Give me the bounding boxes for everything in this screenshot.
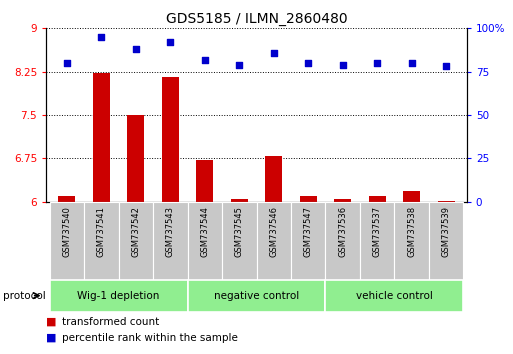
Text: GSM737541: GSM737541 — [97, 206, 106, 257]
Bar — [188, 280, 325, 312]
Text: GSM737538: GSM737538 — [407, 206, 416, 257]
Bar — [84, 202, 119, 280]
Bar — [58, 196, 75, 202]
Bar — [300, 196, 317, 202]
Point — [166, 39, 174, 45]
Text: GSM737537: GSM737537 — [372, 206, 382, 257]
Bar — [325, 202, 360, 280]
Bar — [153, 202, 188, 280]
Text: GSM737539: GSM737539 — [442, 206, 450, 257]
Bar — [50, 202, 84, 280]
Text: protocol: protocol — [3, 291, 45, 301]
Point — [339, 62, 347, 68]
Bar — [265, 155, 282, 202]
Bar — [438, 201, 455, 202]
Text: GSM737544: GSM737544 — [200, 206, 209, 257]
Bar — [368, 196, 386, 202]
Bar — [93, 73, 110, 202]
Text: Wig-1 depletion: Wig-1 depletion — [77, 291, 160, 301]
Bar — [162, 78, 179, 202]
Point — [132, 46, 140, 52]
Bar — [360, 202, 394, 280]
Bar — [196, 160, 213, 202]
Text: negative control: negative control — [214, 291, 299, 301]
Point — [373, 60, 381, 66]
Point — [270, 50, 278, 56]
Bar — [403, 192, 420, 202]
Bar — [188, 202, 222, 280]
Point — [407, 60, 416, 66]
Point — [304, 60, 312, 66]
Bar — [127, 115, 145, 202]
Bar — [334, 199, 351, 202]
Point — [442, 64, 450, 69]
Text: GSM737536: GSM737536 — [338, 206, 347, 257]
Text: GSM737540: GSM737540 — [63, 206, 71, 257]
Text: GSM737543: GSM737543 — [166, 206, 175, 257]
Bar — [394, 202, 429, 280]
Bar — [119, 202, 153, 280]
Text: GSM737546: GSM737546 — [269, 206, 278, 257]
Text: transformed count: transformed count — [62, 317, 159, 327]
Text: ■: ■ — [46, 333, 56, 343]
Point — [63, 60, 71, 66]
Bar — [50, 280, 188, 312]
Point — [97, 34, 106, 40]
Text: GSM737542: GSM737542 — [131, 206, 141, 257]
Text: percentile rank within the sample: percentile rank within the sample — [62, 333, 238, 343]
Point — [235, 62, 243, 68]
Text: ■: ■ — [46, 317, 56, 327]
Bar — [325, 280, 463, 312]
Bar — [291, 202, 325, 280]
Bar — [231, 199, 248, 202]
Text: GSM737547: GSM737547 — [304, 206, 313, 257]
Bar — [429, 202, 463, 280]
Text: GSM737545: GSM737545 — [235, 206, 244, 257]
Title: GDS5185 / ILMN_2860480: GDS5185 / ILMN_2860480 — [166, 12, 347, 26]
Point — [201, 57, 209, 62]
Text: vehicle control: vehicle control — [356, 291, 433, 301]
Bar — [222, 202, 256, 280]
Bar — [256, 202, 291, 280]
